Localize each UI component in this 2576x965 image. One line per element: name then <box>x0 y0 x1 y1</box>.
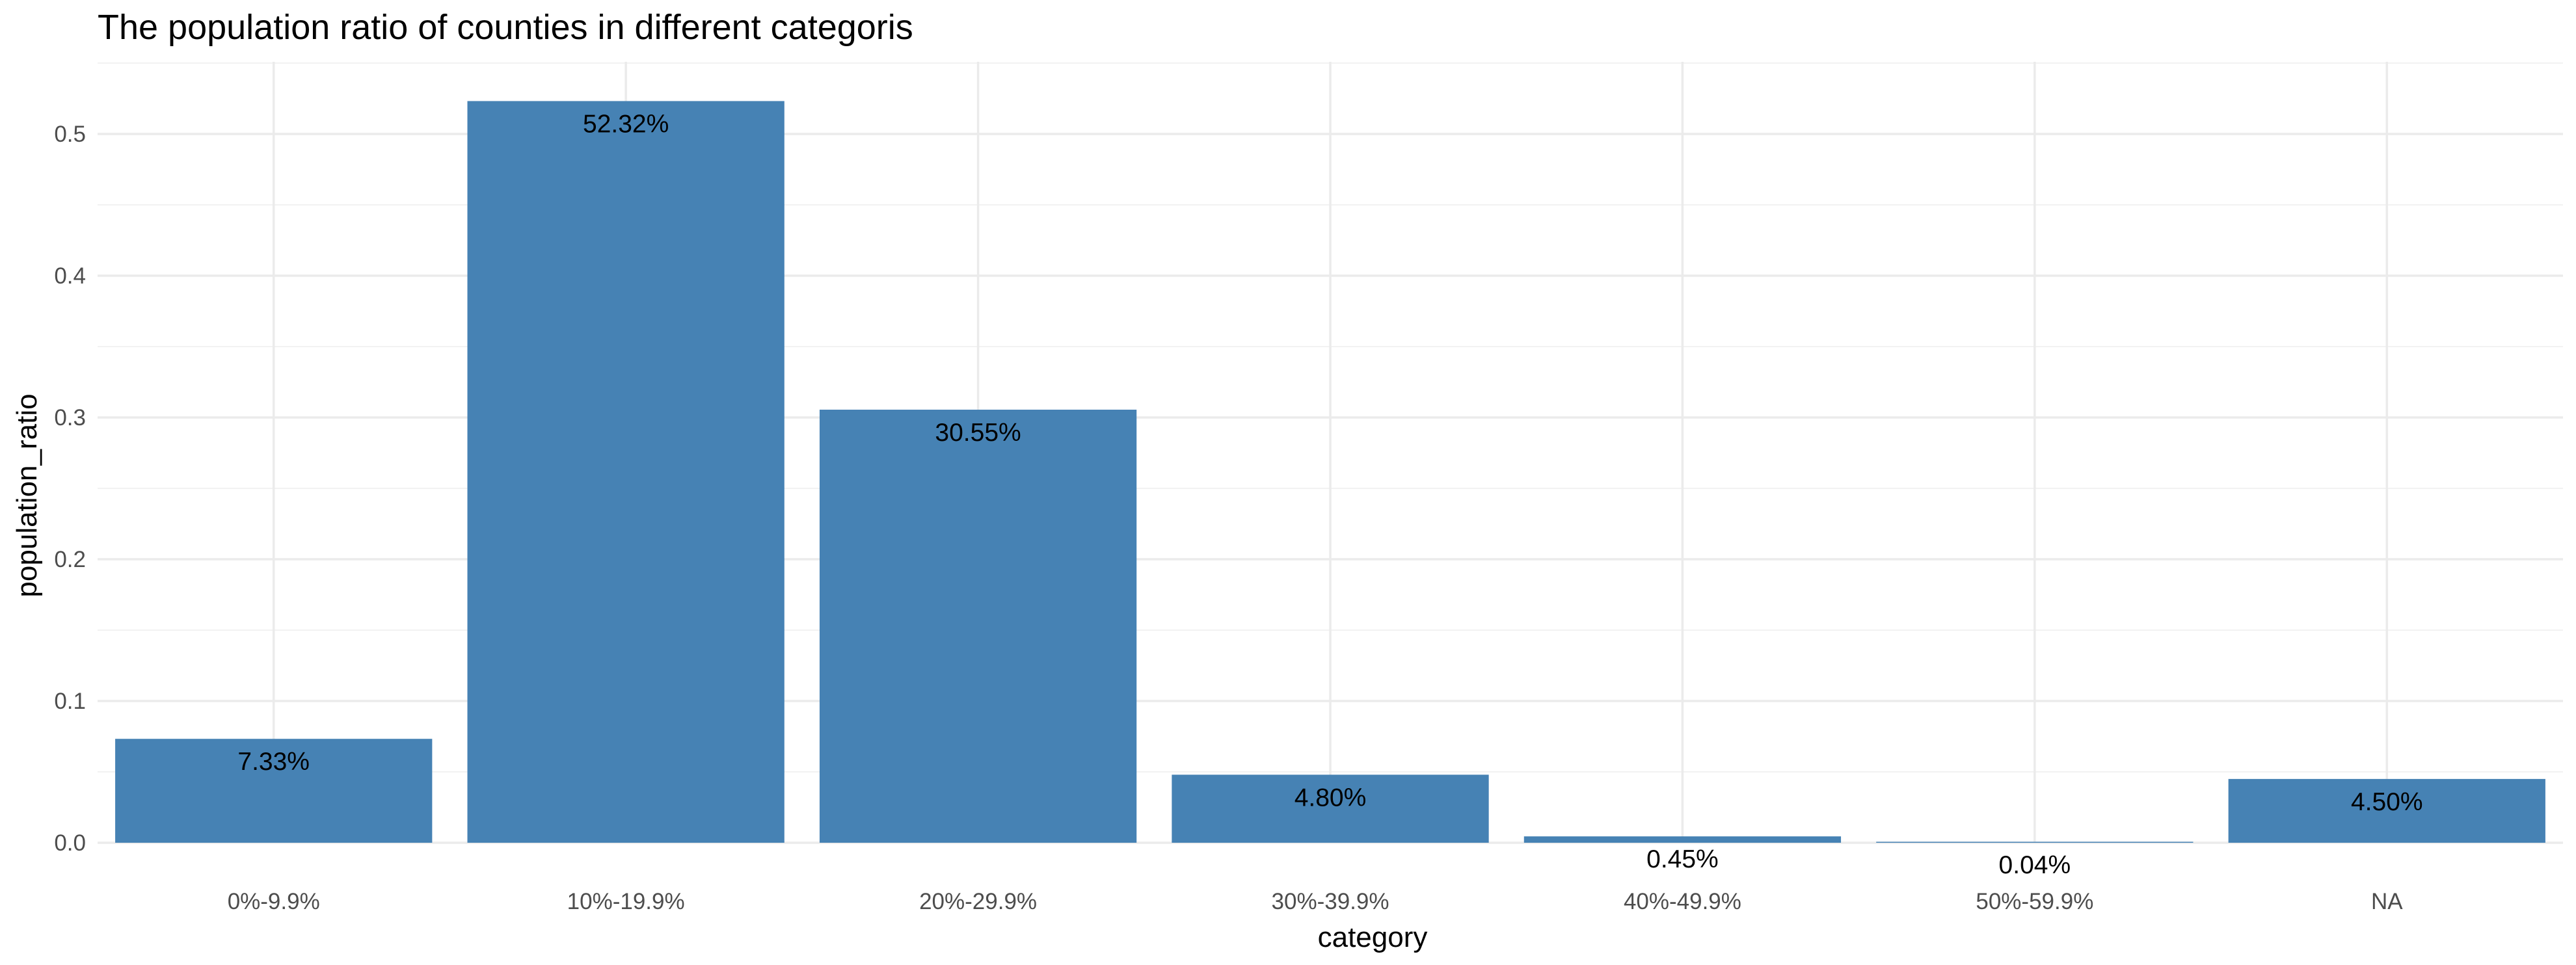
data-label: 30.55% <box>935 419 1021 447</box>
bar <box>1172 774 1489 843</box>
y-tick-label: 0.5 <box>54 122 86 147</box>
y-tick-label: 0.4 <box>54 263 86 289</box>
bar <box>2228 778 2545 843</box>
data-label: 0.04% <box>1999 851 2071 879</box>
y-tick-label: 0.3 <box>54 405 86 430</box>
x-axis-ticks: 0%-9.9% 10%-19.9% 20%-29.9% 30%-39.9% 40%-49… <box>228 889 2404 914</box>
bar <box>115 739 433 843</box>
y-axis-title: population_ratio <box>11 393 43 597</box>
data-label: 0.45% <box>1646 845 1719 873</box>
bar <box>819 410 1137 843</box>
chart-title: The population ratio of counties in diff… <box>98 8 913 47</box>
bars <box>115 101 2545 843</box>
x-tick-label: 20%-29.9% <box>919 889 1037 914</box>
bar <box>467 101 785 843</box>
bar <box>1876 841 2194 843</box>
data-labels: 7.33% 52.32% 30.55% 4.80% 0.45% 0.04% 4.50% <box>237 110 2422 879</box>
y-tick-label: 0.1 <box>54 689 86 714</box>
data-label: 4.50% <box>2351 788 2423 816</box>
x-tick-label: 40%-49.9% <box>1624 889 1741 914</box>
data-label: 7.33% <box>237 748 310 776</box>
x-tick-label: 10%-19.9% <box>567 889 685 914</box>
x-tick-label: 30%-39.9% <box>1272 889 1389 914</box>
x-tick-label: NA <box>2371 889 2403 914</box>
bar <box>1523 836 1842 843</box>
y-tick-label: 0.0 <box>54 830 86 856</box>
y-tick-label: 0.2 <box>54 547 86 572</box>
data-label: 52.32% <box>583 110 669 138</box>
x-tick-label: 50%-59.9% <box>1976 889 2093 914</box>
data-label: 4.80% <box>1295 784 1367 812</box>
y-axis-ticks: 0.0 0.1 0.2 0.3 0.4 0.5 <box>54 122 86 856</box>
x-axis-title: category <box>1318 921 1428 953</box>
x-tick-label: 0%-9.9% <box>228 889 320 914</box>
